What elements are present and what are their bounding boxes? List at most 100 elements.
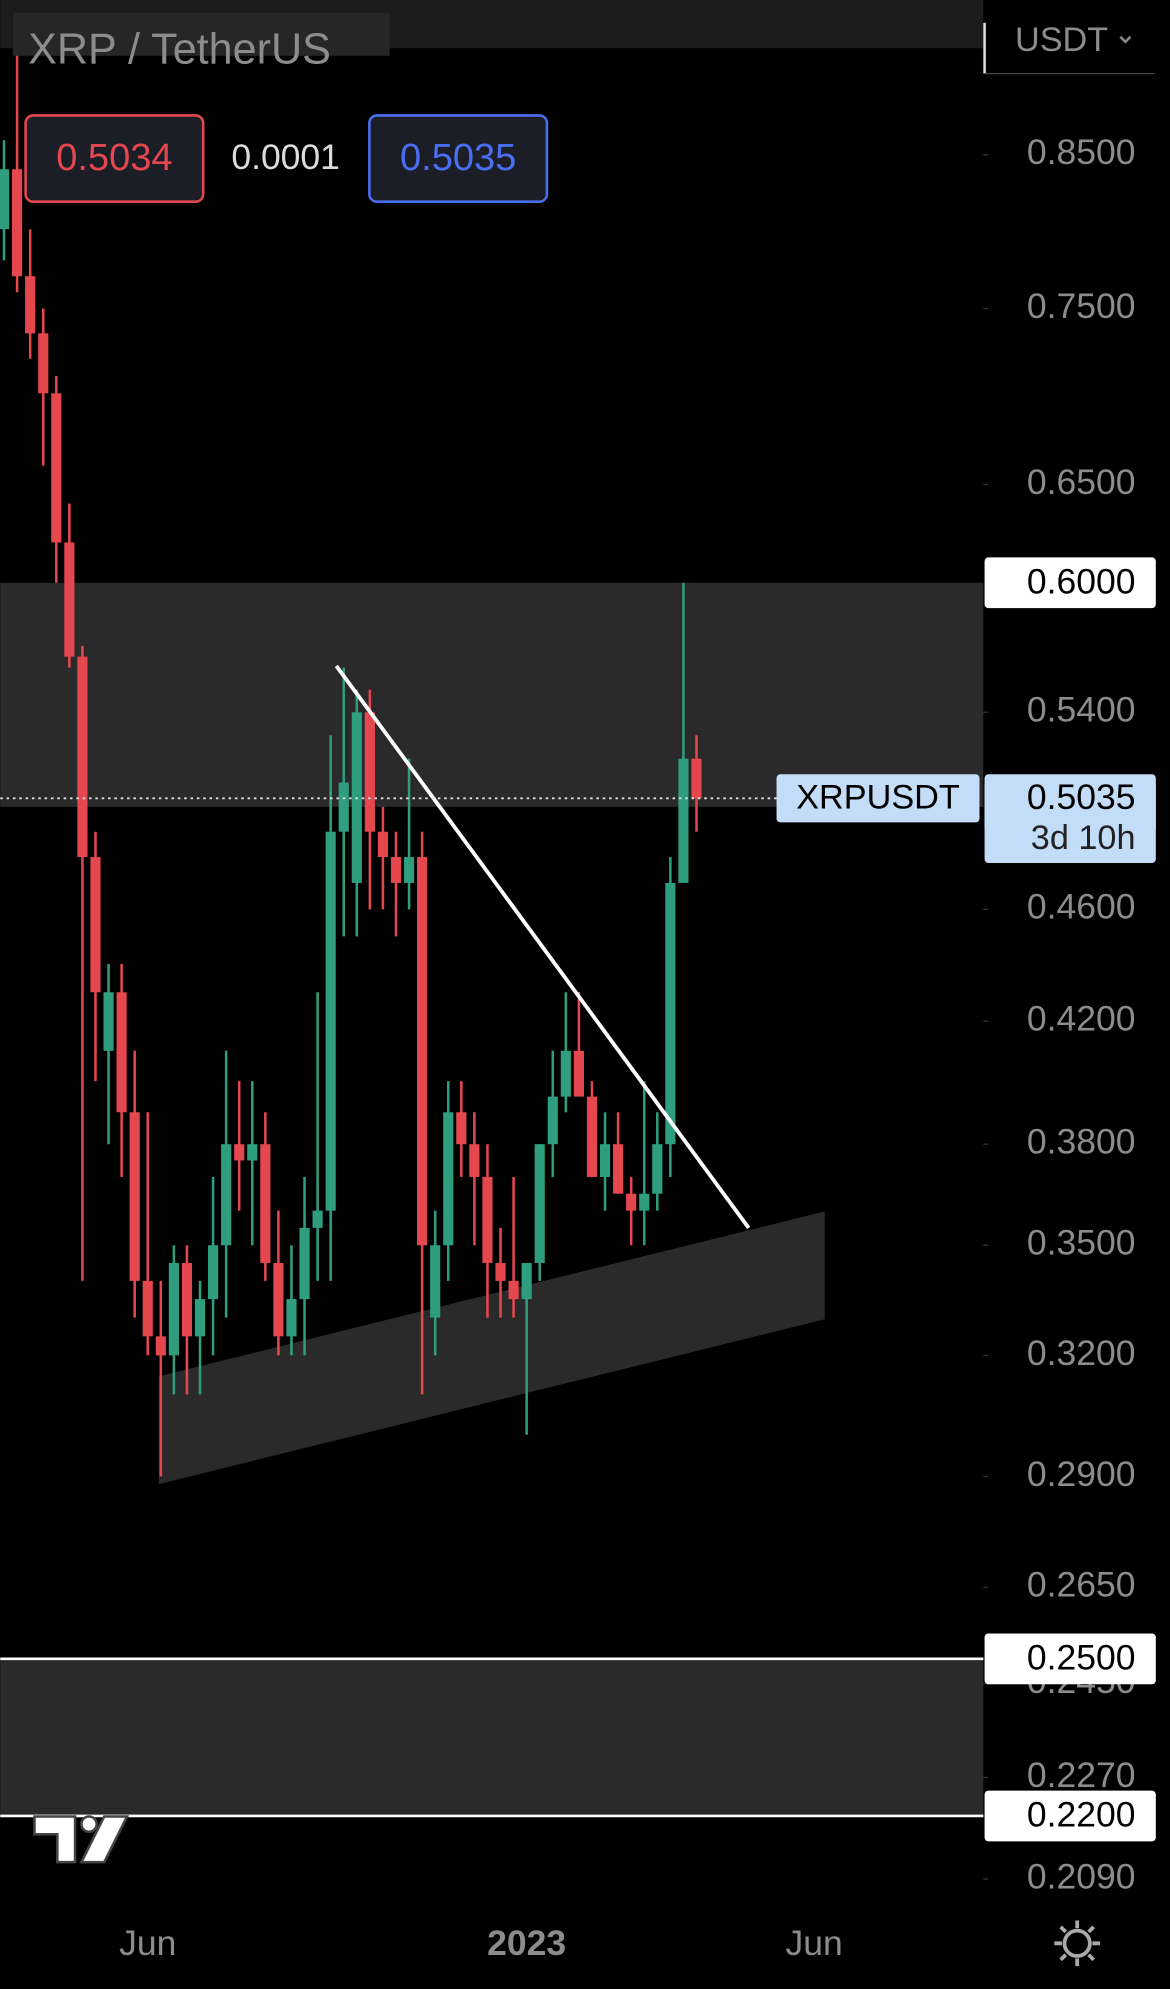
candle-body [90,857,101,993]
candle-body [639,1193,650,1211]
candle-body [194,1299,206,1337]
y-tick-label: 0.6500 [1027,462,1136,502]
tradingview-logo [33,1815,130,1864]
candle-body [482,1176,493,1263]
icon-part [1054,1920,1101,1967]
candle-body [221,1144,232,1246]
y-tick-label: 0.3800 [1027,1122,1136,1162]
y-tick-label: 0.2650 [1027,1565,1136,1605]
candle-body [260,1144,271,1263]
level-label: 0.2200 [1027,1795,1136,1835]
candle-body [0,169,10,230]
candle-body [417,857,428,1246]
bid-price: 0.5034 [56,137,172,179]
candle-body [181,1262,193,1337]
candle-body [443,1112,454,1246]
candle-body [495,1262,506,1281]
support-band [158,1211,825,1485]
settings-icon[interactable] [1054,1920,1101,1967]
y-tick-label: 0.3500 [1027,1223,1136,1263]
candle-body [678,758,689,883]
logo-part [33,1815,77,1864]
spread: 0.0001 [231,137,340,177]
candle-body [299,1227,310,1300]
candle-body [599,1144,611,1177]
currency-selector[interactable]: USDT [1015,21,1108,59]
candle-body [665,882,676,1145]
ask-price: 0.5035 [400,137,516,179]
zone [0,582,984,807]
candle-body [573,1050,584,1097]
candle-body [652,1144,663,1194]
candle-body [325,831,336,1211]
chart-title: XRP / TetherUS [28,25,331,73]
candle-body [38,333,49,394]
candle-body [234,1144,245,1161]
candle-body [51,393,62,543]
candle-body [534,1144,545,1263]
bid-box[interactable] [24,114,205,203]
candle-body [25,276,36,334]
candle-body [142,1280,153,1337]
candle-body [103,992,114,1051]
y-tick-label: 0.3200 [1027,1333,1136,1373]
candle-body [155,1336,166,1356]
candle-body [456,1112,467,1145]
candle-body [469,1144,480,1177]
level-label: 0.2500 [1027,1637,1136,1677]
candle-body [208,1245,219,1300]
symbol-label: XRPUSDT [796,779,960,817]
level-label: 0.6000 [1027,561,1136,601]
symbol-box [776,774,980,823]
y-tick-label: 0.2270 [1027,1755,1136,1795]
candle-body [377,831,389,858]
icon-part [1062,1928,1092,1958]
y-tick-label: 0.7500 [1027,286,1136,326]
candle-body [64,542,75,657]
candle-body [273,1262,284,1337]
y-tick-label: 0.2090 [1027,1856,1136,1896]
zones [0,582,984,1816]
candle-body [12,169,23,277]
candle-body [403,857,415,883]
candle-body [312,1210,323,1228]
y-tick-label: 0.4600 [1027,887,1136,927]
candle-body [521,1262,532,1300]
level-label-box [984,1633,1156,1685]
candle-body [168,1262,179,1356]
last-price-label: 0.5035 [1027,777,1136,817]
logo-part [79,1815,130,1864]
candle-body [560,1050,571,1097]
plot [0,44,984,1818]
y-tick-label: 0.4200 [1027,999,1136,1039]
trend-line [334,664,751,1230]
y-tick-label: 0.8500 [1027,132,1136,172]
countdown-label: 3d 10h [1031,819,1136,857]
candle-body [286,1299,297,1337]
candle-body [691,758,702,799]
currency-chevron [1119,35,1132,44]
x-tick-label: Jun [119,1923,176,1963]
candle-body [338,782,349,832]
level-label-box [984,1790,1156,1842]
candle-body [116,992,127,1113]
candle-body [247,1144,258,1161]
level-label-box [984,557,1156,609]
candle-body [508,1280,519,1300]
candle-body [430,1245,441,1318]
candle-body [77,656,88,858]
candle-body [129,1112,140,1281]
x-tick-label: Jun [785,1923,842,1963]
ask-box[interactable] [368,114,549,203]
title-box [12,12,390,56]
candle-body [586,1096,598,1177]
y-tick-label: 0.2900 [1027,1454,1136,1494]
x-tick-label: 2023 [487,1923,566,1963]
time-axis: Jun 2023 Jun [119,1923,843,1963]
candle-body [547,1096,558,1145]
zone [0,1658,984,1816]
